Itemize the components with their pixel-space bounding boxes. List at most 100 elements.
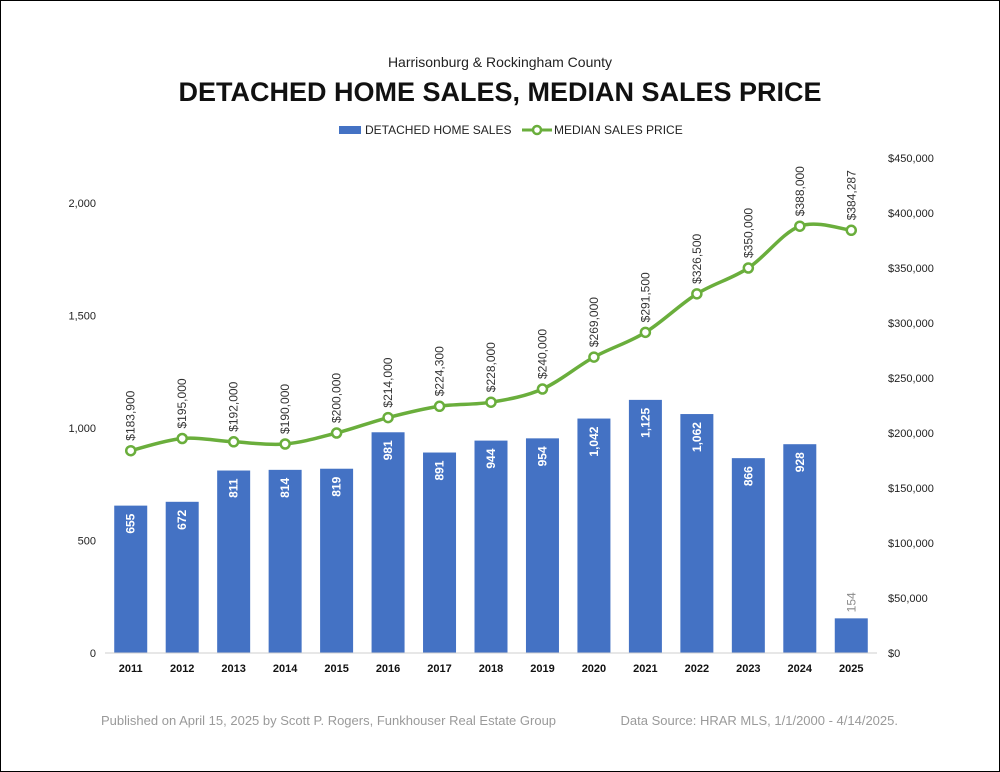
bar-data-label: 1,062 — [690, 422, 704, 452]
price-data-label: $190,000 — [278, 384, 292, 434]
left-tick-label: 1,500 — [68, 311, 96, 323]
bar-data-label: 672 — [175, 509, 189, 529]
x-tick-label: 2019 — [530, 663, 554, 675]
x-tick-label: 2025 — [839, 663, 863, 675]
bar — [680, 414, 714, 653]
bar — [217, 470, 251, 653]
bar-data-label: 811 — [227, 478, 241, 498]
price-data-label: $269,000 — [587, 297, 601, 347]
right-tick-label: $350,000 — [888, 263, 934, 275]
price-data-label: $326,500 — [690, 233, 704, 283]
bar — [577, 418, 611, 653]
price-point — [124, 444, 137, 457]
left-tick-label: 500 — [78, 536, 96, 548]
bar-data-label: 954 — [535, 446, 549, 466]
price-line — [124, 220, 858, 457]
legend-swatch-marker — [531, 124, 543, 136]
price-point — [176, 432, 188, 445]
right-tick-label: $0 — [888, 648, 900, 660]
chart-subtitle: Harrisonburg & Rockingham County — [388, 54, 612, 70]
price-data-label: $350,000 — [741, 208, 755, 258]
bar — [320, 468, 354, 653]
x-tick-label: 2013 — [221, 663, 245, 675]
price-point — [485, 396, 497, 408]
bar — [114, 505, 148, 653]
left-axis: 0 500 1,000 1,500 2,000 — [68, 198, 96, 660]
bar — [423, 452, 457, 653]
bar — [268, 469, 302, 653]
bar-data-label: 154 — [844, 592, 858, 612]
bar-data-label: 944 — [484, 448, 498, 468]
right-tick-label: $300,000 — [888, 318, 934, 330]
bar — [628, 399, 662, 653]
right-tick-label: $450,000 — [888, 153, 934, 165]
bar — [834, 618, 868, 653]
price-point — [433, 400, 446, 413]
right-tick-label: $50,000 — [888, 593, 928, 605]
legend-label-bars: DETACHED HOME SALES — [365, 123, 511, 137]
price-labels: $183,900 $195,000 $192,000 $190,000 $200,000… — [124, 166, 859, 441]
chart-title: DETACHED HOME SALES, MEDIAN SALES PRICE — [178, 77, 821, 107]
price-point — [691, 288, 703, 300]
bar-data-label: 814 — [278, 478, 292, 498]
price-data-label: $228,000 — [484, 342, 498, 392]
bar-labels: 655 672 811 814 819 981 891 944 954 1,042 1,125 1,0… — [124, 408, 859, 613]
x-tick-label: 2022 — [685, 663, 709, 675]
price-data-label: $240,000 — [535, 329, 549, 379]
right-axis: $0 $50,000 $100,000 $150,000 $200,000 $250,00… — [888, 153, 934, 660]
legend-label-line: MEDIAN SALES PRICE — [554, 123, 683, 137]
price-data-label: $388,000 — [793, 166, 807, 216]
price-data-label: $183,900 — [124, 390, 138, 440]
x-tick-label: 2024 — [788, 663, 813, 675]
right-tick-label: $100,000 — [888, 538, 934, 550]
bar-data-label: 891 — [433, 460, 447, 480]
bar — [731, 458, 765, 653]
x-tick-label: 2014 — [273, 663, 298, 675]
x-tick-label: 2018 — [479, 663, 503, 675]
price-data-label: $195,000 — [175, 378, 189, 428]
price-point — [536, 383, 549, 395]
bar — [525, 438, 559, 653]
x-axis: 2011 2012 2013 2014 2015 2016 2017 2018 2019 2020… — [105, 652, 877, 675]
bar-data-label: 1,125 — [638, 408, 652, 438]
right-tick-label: $250,000 — [888, 373, 934, 385]
x-tick-label: 2017 — [427, 663, 451, 675]
bar-data-label: 928 — [793, 452, 807, 472]
x-tick-label: 2012 — [170, 663, 194, 675]
price-data-label: $200,000 — [330, 373, 344, 423]
footer-source: Data Source: HRAR MLS, 1/1/2000 - 4/14/2… — [621, 713, 899, 728]
bars — [114, 399, 868, 653]
bar — [783, 444, 817, 653]
left-tick-label: 2,000 — [68, 198, 96, 210]
x-tick-label: 2011 — [119, 663, 143, 675]
x-tick-label: 2016 — [376, 663, 400, 675]
right-tick-label: $150,000 — [888, 483, 934, 495]
price-point — [845, 224, 858, 237]
price-data-label: $384,287 — [844, 170, 858, 220]
left-tick-label: 0 — [90, 648, 96, 660]
price-data-label: $224,300 — [433, 346, 447, 396]
bar-data-label: 1,042 — [587, 426, 601, 456]
x-tick-label: 2023 — [736, 663, 760, 675]
bar — [474, 440, 508, 653]
price-point — [742, 262, 755, 274]
x-tick-label: 2021 — [633, 663, 657, 675]
left-tick-label: 1,000 — [68, 423, 96, 435]
legend-swatch-bars — [339, 126, 361, 134]
price-data-label: $192,000 — [227, 381, 241, 431]
bar-data-label: 655 — [124, 513, 138, 533]
x-tick-label: 2020 — [582, 663, 606, 675]
right-tick-label: $200,000 — [888, 428, 934, 440]
price-data-label: $214,000 — [381, 357, 395, 407]
price-point — [330, 427, 343, 439]
price-point — [639, 326, 652, 339]
bar-data-label: 866 — [741, 466, 755, 486]
bar-data-label: 981 — [381, 440, 395, 460]
price-point — [794, 220, 806, 232]
x-tick-label: 2015 — [324, 663, 348, 675]
bar — [371, 432, 405, 653]
footer-published: Published on April 15, 2025 by Scott P. … — [101, 713, 556, 728]
price-data-label: $291,500 — [638, 272, 652, 322]
